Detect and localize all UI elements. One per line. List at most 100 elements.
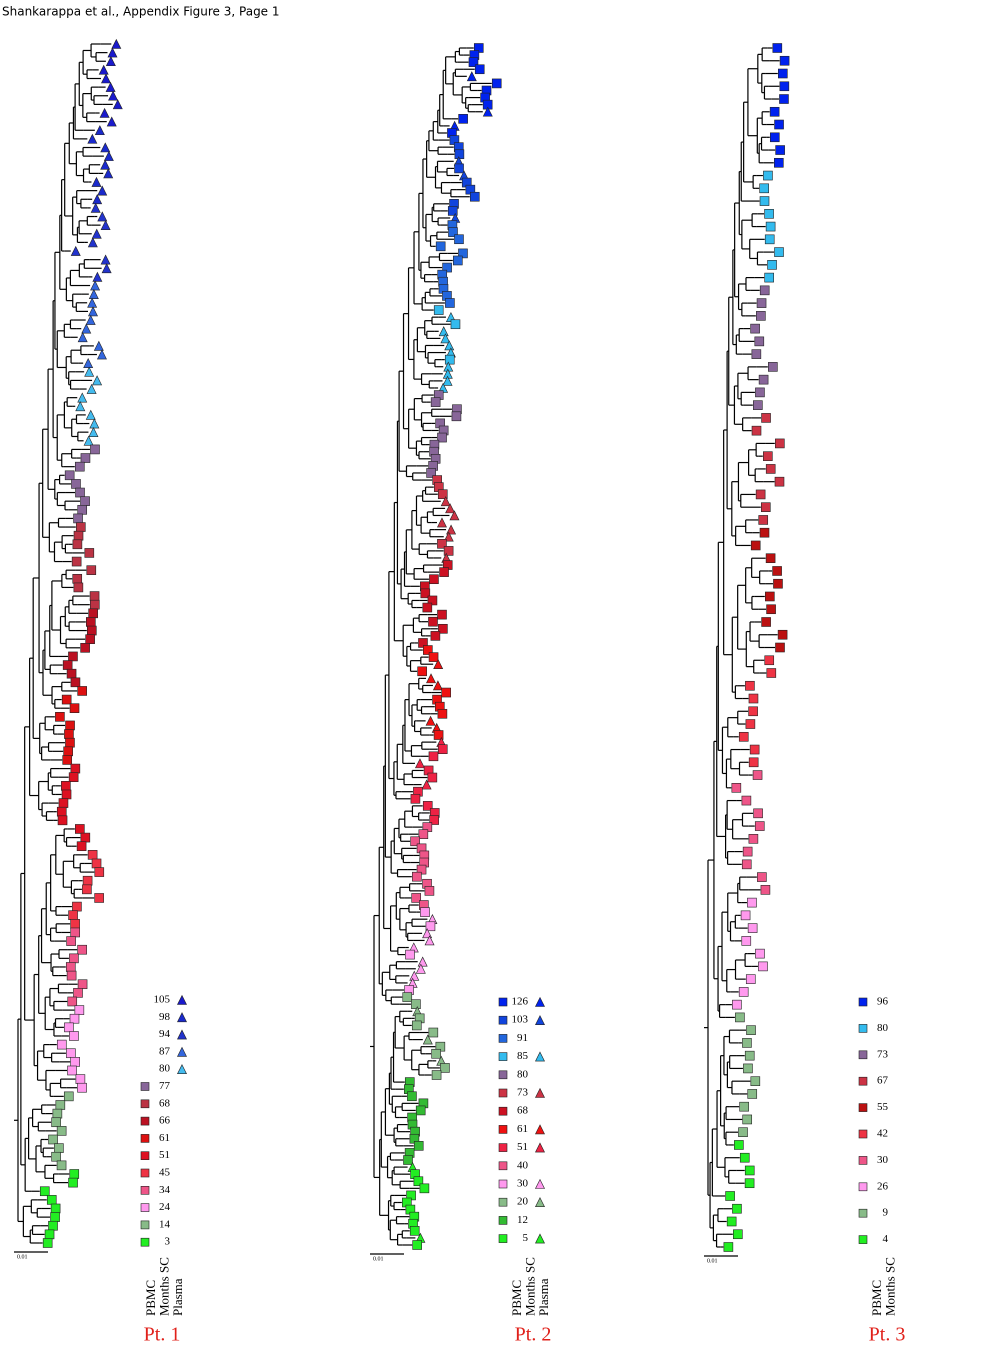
legend-pbmc-marker (498, 1161, 508, 1171)
square-marker (65, 962, 76, 972)
square-marker (82, 884, 92, 895)
legend-label: 14 (159, 1218, 171, 1230)
triangle-marker (112, 99, 123, 110)
square-marker (759, 196, 770, 206)
square-marker (48, 1220, 58, 1231)
square-marker (77, 979, 88, 990)
square-marker (454, 234, 464, 245)
square-marker (69, 1169, 80, 1179)
square-marker (437, 609, 447, 620)
square-marker (451, 411, 462, 422)
legend-pbmc-marker (140, 1203, 150, 1212)
legend-plasma-marker (535, 1087, 545, 1098)
triangle-marker (417, 956, 428, 967)
legend-plasma-marker (177, 994, 187, 1005)
triangle-marker (409, 970, 420, 981)
square-marker (758, 961, 768, 972)
square-marker (759, 183, 769, 194)
square-marker (754, 336, 765, 347)
square-marker (761, 617, 771, 627)
square-marker (411, 1020, 422, 1031)
square-marker (64, 1022, 74, 1033)
triangle-marker (70, 245, 81, 256)
triangle-marker (92, 375, 103, 386)
legend-label: 91 (517, 1032, 528, 1044)
square-marker (50, 1212, 60, 1222)
square-marker (77, 944, 87, 955)
triangle-marker (87, 133, 98, 144)
legend-plasma-marker (535, 1197, 545, 1207)
legend-label: 126 (512, 996, 529, 1008)
square-marker (412, 1240, 422, 1250)
column-label: Plasma (536, 1278, 551, 1316)
square-marker (429, 574, 439, 585)
square-marker (65, 720, 75, 731)
triangle-marker (97, 211, 108, 222)
triangle-marker (92, 194, 103, 205)
square-marker (778, 68, 788, 79)
square-marker (420, 907, 430, 917)
square-marker (75, 522, 86, 532)
square-marker (75, 487, 85, 498)
square-marker (758, 374, 769, 385)
square-marker (430, 397, 441, 407)
legend-plasma-marker (535, 1051, 545, 1062)
triangle-marker (77, 332, 88, 343)
square-marker (64, 470, 75, 481)
scale-label: 0.01 (707, 1258, 718, 1264)
legend-pbmc-marker (498, 1216, 508, 1225)
triangle-marker (440, 333, 451, 344)
square-marker (429, 815, 439, 825)
square-marker (74, 1005, 85, 1015)
square-marker (72, 539, 83, 550)
square-marker (468, 57, 479, 67)
square-marker (734, 1140, 744, 1150)
square-marker (94, 893, 104, 903)
square-marker (420, 588, 431, 599)
triangle-marker (92, 271, 103, 282)
legend-pbmc-marker (858, 1208, 868, 1218)
square-marker (94, 867, 105, 877)
square-marker (72, 574, 83, 584)
legend-pbmc-marker (498, 1106, 508, 1116)
legend-pbmc-marker (498, 1179, 508, 1189)
square-marker (748, 693, 759, 704)
legend-label: 73 (877, 1048, 889, 1060)
square-marker (761, 413, 771, 423)
square-marker (405, 949, 415, 960)
triangle-marker (90, 202, 101, 213)
square-marker (738, 987, 749, 997)
triangle-marker (88, 426, 99, 437)
legend-label: 40 (517, 1159, 529, 1171)
legend-label: 80 (517, 1068, 529, 1080)
square-marker (66, 668, 77, 679)
square-marker (66, 936, 76, 946)
triangle-marker (438, 326, 449, 337)
square-marker (442, 262, 452, 273)
square-marker (450, 319, 461, 330)
square-marker (756, 298, 767, 308)
square-marker (89, 591, 100, 601)
square-marker (769, 106, 780, 117)
square-marker (742, 1114, 753, 1125)
triangle-marker (107, 47, 118, 58)
legend-plasma-marker (535, 996, 545, 1007)
square-marker (413, 1141, 424, 1151)
square-marker (411, 893, 422, 903)
square-marker (90, 444, 100, 455)
legend-label: 45 (159, 1167, 171, 1179)
triangle-marker (482, 106, 493, 117)
square-marker (44, 1229, 55, 1240)
square-marker (62, 755, 73, 765)
square-marker (418, 638, 428, 648)
triangle-marker (96, 349, 107, 360)
triangle-marker (440, 496, 451, 507)
square-marker (48, 1134, 58, 1145)
square-marker (77, 1082, 87, 1093)
square-marker (733, 1229, 743, 1240)
square-marker (774, 247, 784, 257)
square-marker (751, 349, 762, 359)
square-marker (56, 806, 67, 817)
triangle-marker (81, 323, 92, 334)
